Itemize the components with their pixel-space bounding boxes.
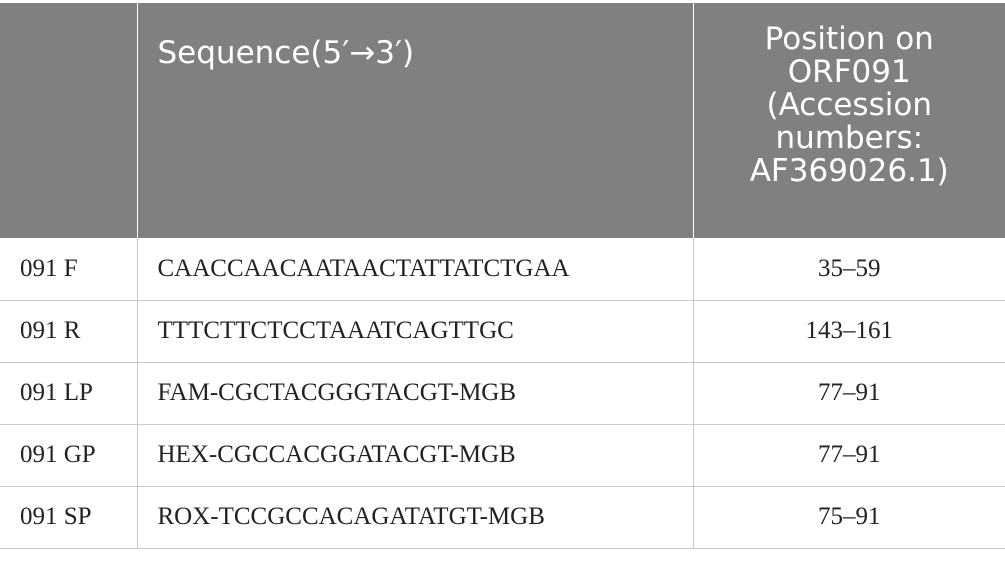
table-row: 091 GP HEX-CGCCACGGATACGT-MGB 77–91 [0, 423, 1005, 487]
sequence-cell: FAM-CGCTACGGGTACGT-MGB [136, 361, 694, 425]
table-row: 091 SP ROX-TCCGCCACAGATATGT-MGB 75–91 [0, 485, 1005, 549]
position-cell: 143–161 [692, 299, 1005, 363]
table-row: 091 LP FAM-CGCTACGGGTACGT-MGB 77–91 [0, 361, 1005, 425]
header-position-line: ORF091 [787, 54, 911, 90]
header-position: Position on ORF091 (Accession numbers: A… [693, 3, 1005, 238]
header-position-line: numbers: [775, 120, 924, 156]
header-row: Sequence(5′→3′) Position on ORF091 (Acce… [0, 3, 1005, 238]
position-cell: 35–59 [692, 238, 1005, 301]
position-cell: 77–91 [692, 361, 1005, 425]
header-position-line: (Accession [766, 87, 932, 123]
primer-name-cell: 091 LP [0, 361, 138, 425]
position-cell: 77–91 [692, 423, 1005, 487]
sequence-cell: HEX-CGCCACGGATACGT-MGB [136, 423, 694, 487]
sequence-cell: TTTCTTCTCCTAAATCAGTTGC [136, 299, 694, 363]
header-sequence: Sequence(5′→3′) [137, 3, 694, 238]
primer-name-cell: 091 R [0, 299, 138, 363]
primer-probe-table: Sequence(5′→3′) Position on ORF091 (Acce… [0, 3, 1005, 549]
header-position-line: AF369026.1) [749, 153, 949, 189]
primer-name-cell: 091 GP [0, 423, 138, 487]
header-position-line: Position on [764, 21, 934, 57]
sequence-cell: CAACCAACAATAACTATTATCTGAA [136, 238, 694, 301]
table-body: 091 F CAACCAACAATAACTATTATCTGAA 35–59 09… [0, 238, 1005, 549]
table-row: 091 F CAACCAACAATAACTATTATCTGAA 35–59 [0, 238, 1005, 301]
table-row: 091 R TTTCTTCTCCTAAATCAGTTGC 143–161 [0, 299, 1005, 363]
header-primer [0, 3, 138, 238]
primer-name-cell: 091 SP [0, 485, 138, 549]
sequence-cell: ROX-TCCGCCACAGATATGT-MGB [136, 485, 694, 549]
position-cell: 75–91 [692, 485, 1005, 549]
primer-name-cell: 091 F [0, 238, 138, 301]
table-header: Sequence(5′→3′) Position on ORF091 (Acce… [0, 3, 1005, 238]
